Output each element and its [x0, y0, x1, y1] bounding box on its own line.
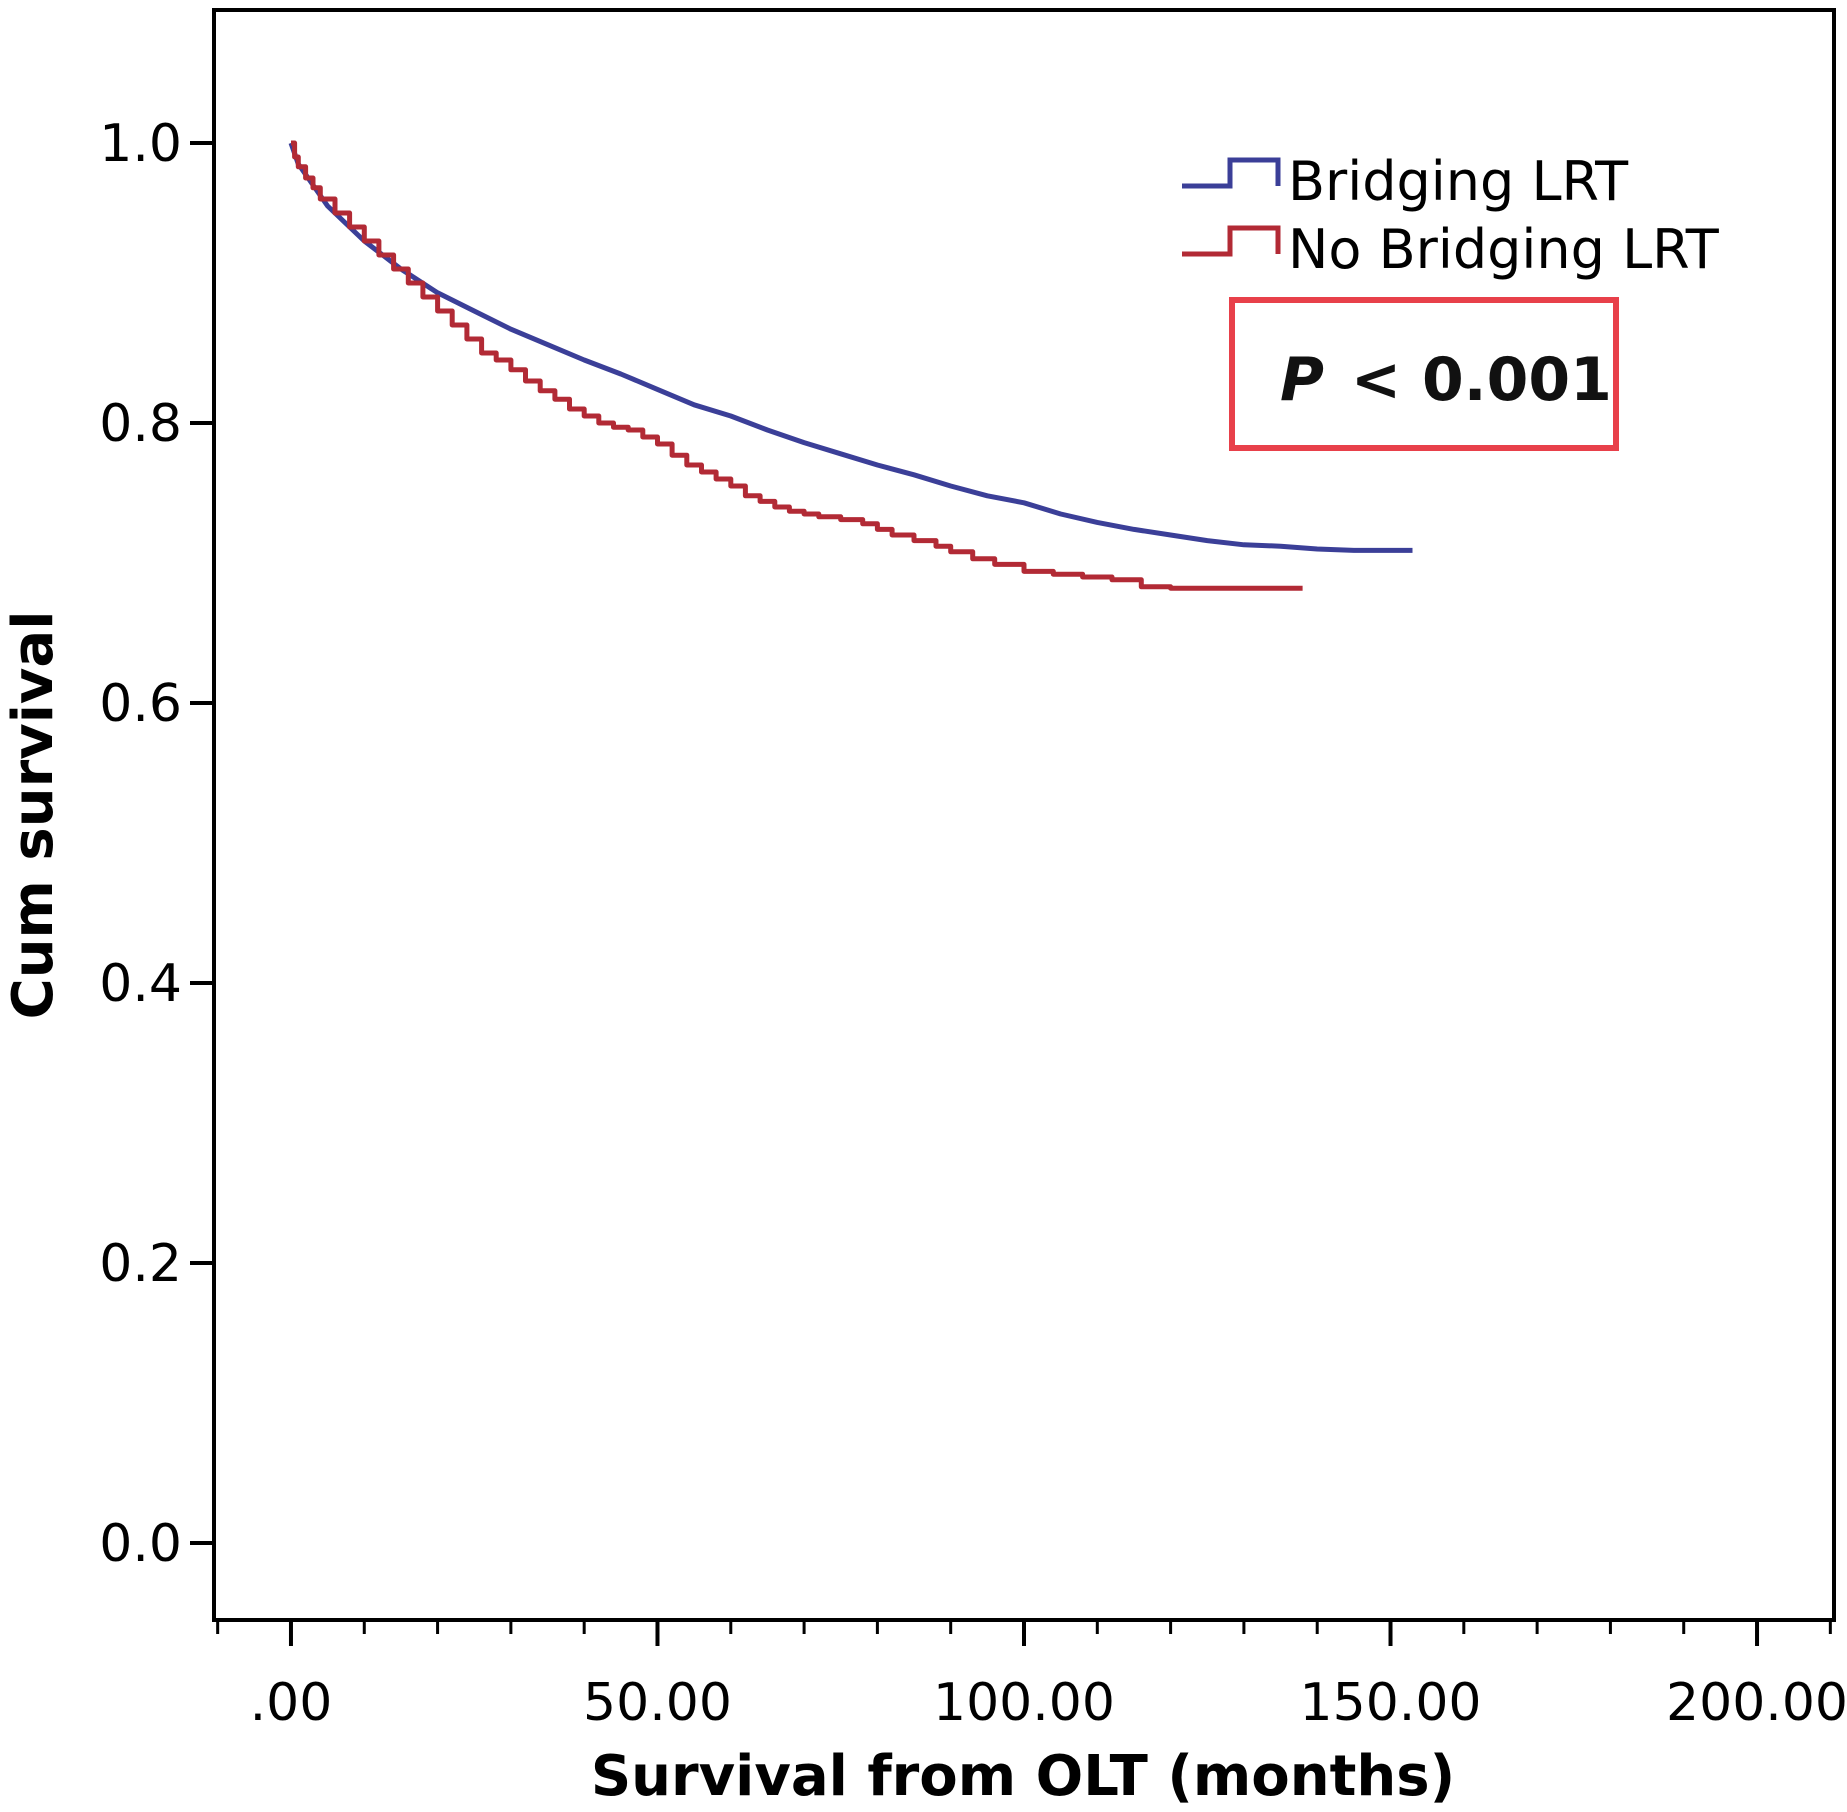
p-value-rest: < 0.001: [1351, 345, 1612, 415]
legend-swatch-no-bridging: [1182, 225, 1281, 257]
legend-swatch-bridging: [1182, 157, 1281, 189]
y-tick-label: 1.0: [99, 114, 182, 174]
series-line-no-bridging: [291, 140, 1303, 591]
legend-item-no-bridging: No Bridging LRT: [1182, 218, 1720, 281]
x-tick-label: 50.00: [583, 1673, 732, 1733]
y-tick-label: 0.4: [99, 954, 182, 1014]
x-tick-label: .00: [250, 1673, 333, 1733]
y-axis: 0.0 0.2 0.4 0.6 0.8 1.0: [99, 114, 214, 1574]
y-tick-label: 0.2: [99, 1234, 182, 1294]
p-value-text: P < 0.001: [1280, 345, 1612, 415]
p-value-symbol: P: [1280, 345, 1324, 415]
x-tick-label: 150.00: [1300, 1673, 1482, 1733]
y-tick-label: 0.6: [99, 674, 182, 734]
x-tick-label: 200.00: [1666, 1673, 1847, 1733]
x-axis-title: Survival from OLT (months): [591, 1744, 1455, 1809]
legend: Bridging LRT No Bridging LRT: [1182, 150, 1720, 281]
x-axis: .00 50.00 100.00 150.00 200.00: [216, 1620, 1847, 1733]
series-layer: [288, 140, 1413, 591]
y-axis-title: Cum survival: [1, 611, 66, 1020]
y-tick-label: 0.0: [99, 1514, 182, 1574]
p-value-box: [1229, 297, 1619, 451]
x-tick-label: 100.00: [933, 1673, 1115, 1733]
y-tick-label: 0.8: [99, 394, 182, 454]
legend-label-bridging: Bridging LRT: [1288, 150, 1629, 213]
p-value-annotation: P < 0.001: [1229, 297, 1619, 451]
legend-label-no-bridging: No Bridging LRT: [1288, 218, 1720, 281]
series-line-bridging: [288, 142, 1413, 553]
legend-item-bridging: Bridging LRT: [1182, 150, 1629, 213]
